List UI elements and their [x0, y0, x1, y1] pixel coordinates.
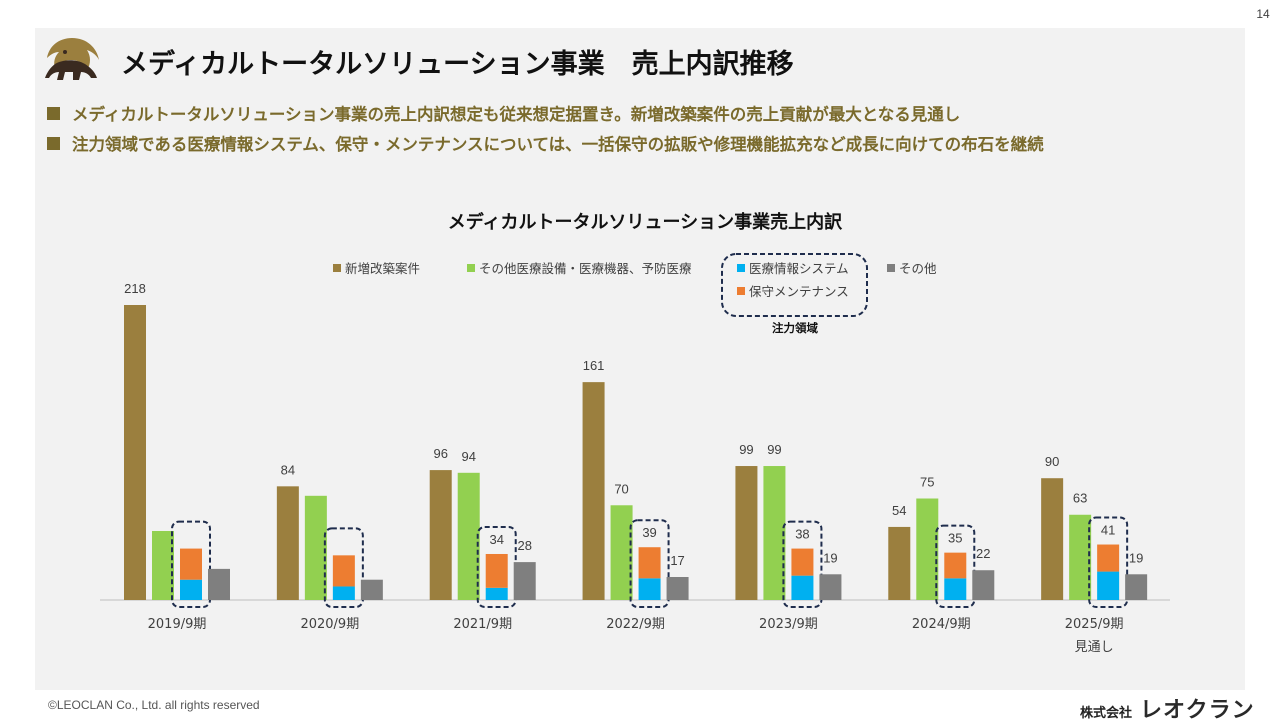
bar-new-construction: [1041, 478, 1064, 600]
bar-new-construction: [582, 382, 605, 600]
bullet-item: メディカルトータルソリューション事業の売上内訳想定も従来想定据置き。新増改築案件…: [47, 102, 1044, 124]
data-label: 17: [670, 553, 684, 568]
bullet-text: メディカルトータルソリューション事業の売上内訳想定も従来想定据置き。新増改築案件…: [72, 105, 961, 124]
focus-highlight-box: [629, 519, 670, 609]
data-label: 19: [823, 550, 837, 565]
bar-new-construction: [276, 486, 299, 600]
data-label: 54: [892, 503, 906, 518]
x-tick-label: 2023/9期: [759, 617, 818, 632]
data-label: 218: [124, 281, 146, 296]
bar-other: [513, 562, 536, 600]
bar-medical-info-system: [485, 587, 508, 600]
bar-other: [972, 570, 995, 600]
bar-maintenance: [638, 547, 661, 579]
company-brand: 株式会社 レオクラン: [1080, 692, 1255, 724]
brand-prefix: 株式会社: [1080, 706, 1133, 721]
bullet-text: 注力領域である医療情報システム、保守・メンテナンスについては、一括保守の拡販や修…: [72, 135, 1044, 154]
legend-label: 新増改築案件: [345, 261, 420, 276]
data-label: 34: [489, 532, 503, 547]
data-label: 22: [976, 546, 990, 561]
bar-other: [208, 568, 230, 600]
data-label: 35: [948, 531, 962, 546]
focus-highlight-box: [1088, 516, 1129, 609]
bar-new-construction: [735, 466, 758, 600]
legend-swatch: [467, 264, 475, 272]
focus-highlight-box: [323, 527, 364, 609]
bar-new-construction: [888, 526, 911, 600]
legend-swatch: [737, 287, 745, 295]
bar-new-construction: [124, 305, 146, 600]
data-label: 63: [1073, 491, 1087, 506]
legend-label: その他医療設備・医療機器、予防医療: [479, 261, 692, 276]
bar-other-equipment: [152, 530, 174, 600]
legend-swatch: [737, 264, 745, 272]
bar-other-equipment: [916, 498, 939, 600]
data-label: 19: [1129, 550, 1143, 565]
bar-other: [1125, 574, 1148, 600]
data-label: 99: [767, 442, 781, 457]
bar-other-equipment: [1069, 514, 1092, 600]
bar-medical-info-system: [180, 579, 202, 600]
x-tick-label: 2025/9期: [1065, 617, 1124, 632]
legend-label: 保守メンテナンス: [749, 284, 849, 299]
data-label: 99: [739, 442, 753, 457]
bar-maintenance: [485, 553, 508, 588]
bar-maintenance: [944, 552, 967, 579]
data-label: 96: [433, 446, 447, 461]
focus-area-label: 注力領域: [772, 321, 818, 335]
lion-logo-icon: [45, 38, 99, 80]
data-label: 161: [583, 358, 605, 373]
data-label: 38: [795, 527, 809, 542]
bar-other: [819, 574, 842, 600]
bar-other: [360, 579, 383, 600]
page-title: メディカルトータルソリューション事業 売上内訳推移: [121, 49, 794, 80]
bar-other-equipment: [763, 466, 786, 600]
legend-focus-box: [721, 253, 868, 317]
bar-new-construction: [429, 470, 452, 600]
data-label: 39: [642, 525, 656, 540]
x-tick-label: 2020/9期: [300, 617, 359, 632]
bullet-list: メディカルトータルソリューション事業の売上内訳想定も従来想定据置き。新増改築案件…: [47, 102, 1044, 162]
legend-swatch: [887, 264, 895, 272]
bar-maintenance: [180, 548, 202, 580]
bullet-item: 注力領域である医療情報システム、保守・メンテナンスについては、一括保守の拡販や修…: [47, 132, 1044, 154]
bullet-square-icon: [47, 136, 60, 150]
bar-medical-info-system: [944, 578, 967, 600]
data-label: 94: [461, 449, 475, 464]
x-tick-label: 2019/9期: [148, 617, 207, 632]
bar-other-equipment: [457, 472, 480, 600]
x-tick-label: 2022/9期: [606, 617, 665, 632]
x-tick-label: 2024/9期: [912, 617, 971, 632]
data-label: 90: [1045, 454, 1059, 469]
bar-maintenance: [791, 548, 814, 576]
bar-medical-info-system: [638, 578, 661, 600]
bar-other-equipment: [304, 495, 327, 600]
data-label: 41: [1101, 523, 1115, 538]
legend-label: その他: [899, 261, 937, 276]
bar-medical-info-system: [1097, 571, 1120, 600]
bar-medical-info-system: [332, 586, 355, 600]
brand-logo-text: レオクラン: [1140, 698, 1255, 723]
chart-title: メディカルトータルソリューション事業売上内訳: [448, 211, 843, 233]
x-tick-sublabel: 見通し: [1075, 640, 1114, 655]
data-label: 70: [614, 481, 628, 496]
focus-highlight-box: [935, 524, 976, 609]
bar-maintenance: [332, 555, 355, 587]
page-number: 14: [1246, 0, 1280, 28]
bar-other: [666, 576, 689, 600]
bar-other-equipment: [610, 505, 633, 600]
data-label: 75: [920, 475, 934, 490]
data-label: 84: [281, 462, 295, 477]
x-tick-label: 2021/9期: [453, 617, 512, 632]
copyright-text: ©LEOCLAN Co., Ltd. all rights reserved: [48, 698, 260, 712]
bar-maintenance: [1097, 544, 1120, 572]
focus-highlight-box: [782, 520, 823, 609]
focus-highlight-box: [171, 520, 211, 609]
legend-label: 医療情報システム: [749, 261, 849, 276]
bullet-square-icon: [47, 106, 60, 120]
bar-medical-info-system: [791, 575, 814, 600]
data-label: 28: [517, 538, 531, 553]
legend-swatch: [333, 264, 341, 272]
